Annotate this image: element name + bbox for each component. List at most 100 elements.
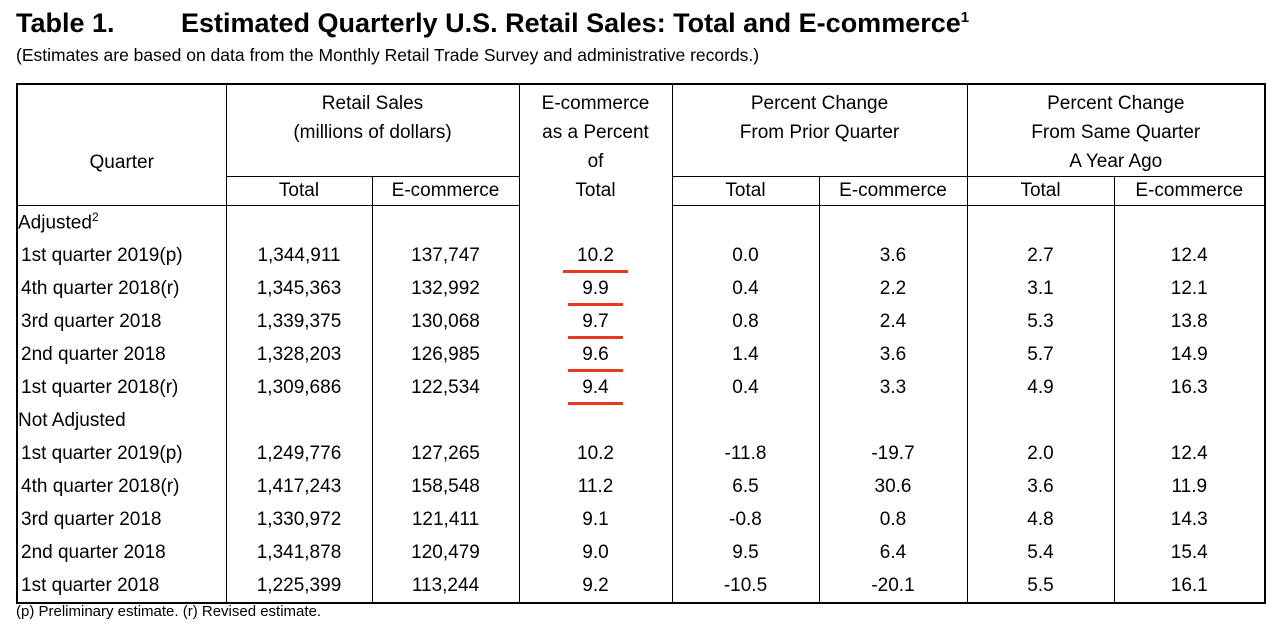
ecommerce-percent-cell: 9.6 (518, 338, 672, 372)
retail-ecommerce-cell: 122,534 (371, 371, 519, 404)
yearago-ecommerce-cell: 12.4 (1113, 437, 1266, 470)
ecommerce-percent-cell: 9.7 (518, 305, 672, 339)
ecommerce-percent-cell: 10.2 (518, 437, 672, 470)
subheader-ecommerce: E-commerce (371, 176, 519, 206)
highlighted-value: 9.6 (568, 344, 624, 372)
retail-total-cell: 1,225,399 (225, 569, 372, 603)
ecommerce-percent-cell: 9.0 (518, 536, 672, 569)
highlighted-value: 9.9 (568, 278, 624, 306)
retail-ecommerce-cell: 130,068 (371, 305, 519, 338)
retail-ecommerce-cell: 120,479 (371, 536, 519, 569)
retail-total-cell: 1,341,878 (225, 536, 372, 569)
title-text: Estimated Quarterly U.S. Retail Sales: T… (181, 8, 961, 38)
prior-ecommerce-cell: 30.6 (818, 470, 968, 503)
prior-total-cell: 9.5 (671, 536, 819, 569)
prior-ecommerce-cell: 3.6 (818, 338, 968, 371)
retail-total-cell: 1,417,243 (225, 470, 372, 503)
table-title: Table 1. Estimated Quarterly U.S. Retail … (16, 8, 969, 39)
yearago-ecommerce-cell: 12.1 (1113, 272, 1266, 305)
section-label-not-adjusted: Not Adjusted (18, 409, 126, 431)
subheader-total: Total (225, 176, 372, 206)
table-row: 3rd quarter 2018 1,339,375 130,068 9.7 0.8 2.… (17, 305, 1266, 339)
subheader-prior-total: Total (671, 176, 819, 206)
prior-ecommerce-cell: -19.7 (818, 437, 968, 470)
quarter-cell: 3rd quarter 2018 (21, 310, 162, 332)
quarter-cell: 1st quarter 2019(p) (21, 442, 183, 464)
quarter-cell: 3rd quarter 2018 (21, 508, 162, 530)
retail-total-cell: 1,249,776 (225, 437, 372, 470)
prior-total-cell: 1.4 (671, 338, 819, 371)
yearago-total-cell: 5.5 (966, 569, 1115, 603)
retail-ecommerce-cell: 113,244 (371, 569, 519, 603)
highlighted-value: 10.2 (563, 245, 628, 273)
header-quarter: Quarter (89, 151, 154, 173)
subheader-row: Total E-commerce Total E-commerce Total … (17, 176, 1266, 206)
ecommerce-percent-cell: 9.1 (518, 503, 672, 536)
yearago-ecommerce-cell: 14.3 (1113, 503, 1266, 536)
prior-ecommerce-cell: -20.1 (818, 569, 968, 603)
prior-ecommerce-cell: 2.2 (818, 272, 968, 305)
yearago-ecommerce-cell: 11.9 (1113, 470, 1266, 503)
retail-total-cell: 1,309,686 (225, 371, 372, 404)
table-body: Adjusted2 1st quarter 2019(p) 1,344,911 13… (17, 205, 1266, 603)
yearago-total-cell: 4.9 (966, 371, 1115, 404)
table-row: 4th quarter 2018(r) 1,417,243 158,548 11.2 6… (17, 470, 1266, 503)
yearago-total-cell: 5.3 (966, 305, 1115, 338)
prior-ecommerce-cell: 3.3 (818, 371, 968, 404)
ecommerce-percent-cell: 10.2 (518, 239, 672, 273)
table-row: 1st quarter 2018 1,225,399 113,244 9.2 -10.5… (17, 569, 1266, 603)
yearago-total-cell: 3.1 (966, 272, 1115, 305)
yearago-total-cell: 3.6 (966, 470, 1115, 503)
prior-total-cell: 0.4 (671, 272, 819, 305)
table-title-text: Estimated Quarterly U.S. Retail Sales: T… (181, 8, 969, 38)
table-row: 2nd quarter 2018 1,341,878 120,479 9.0 9.5 6.… (17, 536, 1266, 569)
prior-ecommerce-cell: 0.8 (818, 503, 968, 536)
subheader-same-total: Total (966, 176, 1115, 206)
retail-total-cell: 1,330,972 (225, 503, 372, 536)
prior-total-cell: 0.0 (671, 239, 819, 272)
table-number: Table 1. (16, 8, 115, 38)
retail-ecommerce-cell: 158,548 (371, 470, 519, 503)
yearago-total-cell: 4.8 (966, 503, 1115, 536)
table-subtitle: (Estimates are based on data from the Mo… (16, 45, 760, 65)
section-label-adjusted: Adjusted2 (18, 210, 99, 234)
retail-ecommerce-cell: 127,265 (371, 437, 519, 470)
prior-total-cell: 0.8 (671, 305, 819, 338)
header-prior-quarter: Percent Change From Prior Quarter (671, 84, 968, 177)
yearago-total-cell: 5.7 (966, 338, 1115, 371)
yearago-total-cell: 5.4 (966, 536, 1115, 569)
table-row: 1st quarter 2019(p) 1,344,911 137,747 10.2 0… (17, 239, 1266, 273)
table-row: 4th quarter 2018(r) 1,345,363 132,992 9.9 0.… (17, 272, 1266, 306)
header-ecommerce-percent: E-commerce as a Percent of Total (518, 84, 672, 206)
header-retail-sales: Retail Sales (millions of dollars) (225, 84, 519, 177)
yearago-ecommerce-cell: 15.4 (1113, 536, 1266, 569)
quarter-cell: 1st quarter 2018 (21, 574, 160, 596)
yearago-ecommerce-cell: 16.3 (1113, 371, 1266, 404)
section-adjusted: Adjusted2 (17, 205, 1266, 239)
table-row: 1st quarter 2019(p) 1,249,776 127,265 10.2-… (17, 437, 1266, 470)
prior-total-cell: -10.5 (671, 569, 819, 603)
yearago-ecommerce-cell: 16.1 (1113, 569, 1266, 603)
prior-ecommerce-cell: 3.6 (818, 239, 968, 272)
prior-ecommerce-cell: 6.4 (818, 536, 968, 569)
prior-ecommerce-cell: 2.4 (818, 305, 968, 338)
title-footnote-marker: 1 (960, 9, 970, 26)
table-row: 3rd quarter 2018 1,330,972 121,411 9.1 -0.8 0… (17, 503, 1266, 536)
subheader-same-ecommerce: E-commerce (1113, 176, 1266, 206)
ecommerce-percent-cell: 9.9 (518, 272, 672, 306)
yearago-ecommerce-cell: 13.8 (1113, 305, 1266, 338)
prior-total-cell: -11.8 (671, 437, 819, 470)
table-row: 2nd quarter 2018 1,328,203 126,985 9.6 1.4 3.… (17, 338, 1266, 372)
yearago-ecommerce-cell: 14.9 (1113, 338, 1266, 371)
table-footnote: (p) Preliminary estimate. (r) Revised es… (16, 603, 322, 620)
prior-total-cell: 6.5 (671, 470, 819, 503)
subheader-blank (17, 176, 226, 206)
retail-ecommerce-cell: 121,411 (371, 503, 519, 536)
ecommerce-percent-cell: 9.2 (518, 569, 672, 603)
ecommerce-percent-cell: 11.2 (518, 470, 672, 503)
yearago-total-cell: 2.0 (966, 437, 1115, 470)
header-row: Quarter Retail Sales (millions of dollar… (17, 84, 1266, 206)
quarter-cell: 4th quarter 2018(r) (21, 277, 180, 299)
subheader-prior-ecommerce: E-commerce (818, 176, 968, 206)
retail-ecommerce-cell: 137,747 (371, 239, 519, 272)
